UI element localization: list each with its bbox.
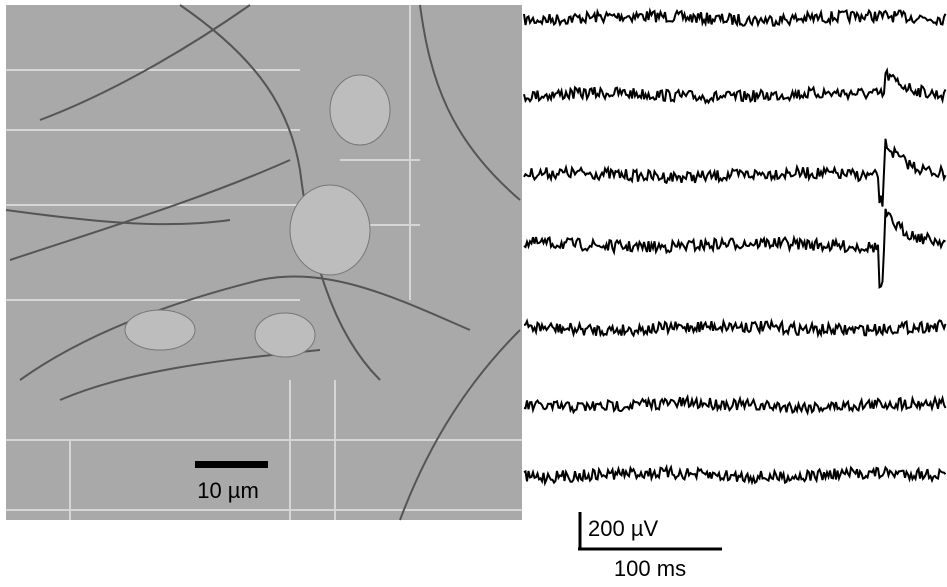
trace [524, 70, 946, 102]
trace [524, 320, 946, 335]
trace [524, 209, 946, 287]
recording-traces [524, 11, 946, 483]
trace [524, 11, 946, 26]
trace [524, 397, 946, 413]
voltage-scale-label: 200 µV [588, 516, 658, 541]
length-scale-bar [195, 461, 268, 468]
trace [524, 467, 946, 483]
time-scale-label: 100 ms [614, 556, 686, 581]
page: 10 µm 200 µV 100 ms (() => { const data … [0, 0, 947, 582]
micrograph: 10 µm [6, 5, 522, 520]
figure: 10 µm 200 µV 100 ms [0, 0, 947, 582]
length-scale-label: 10 µm [197, 478, 259, 503]
trace [524, 139, 946, 207]
trace-scale-bars: 200 µV 100 ms [578, 512, 722, 581]
